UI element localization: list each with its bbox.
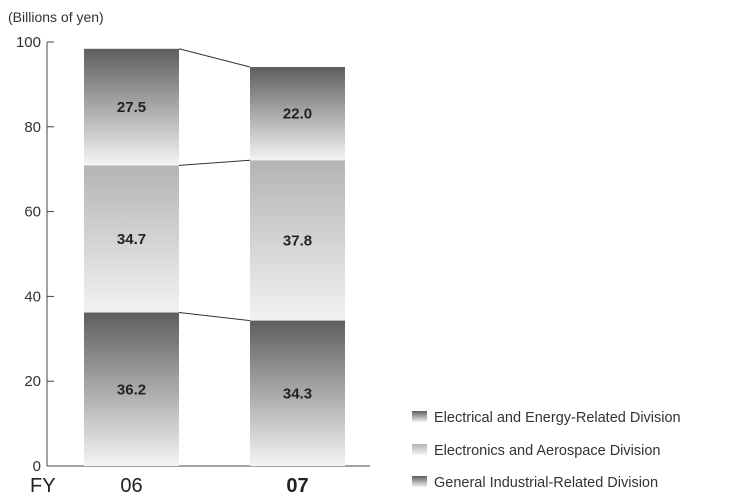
bar-segment [250, 67, 345, 161]
data-label: 22.0 [283, 106, 312, 123]
legend-label: Electrical and Energy-Related Division [434, 410, 681, 426]
data-label: 34.7 [117, 231, 146, 248]
x-category-label: 06 [120, 475, 142, 496]
data-label: 34.3 [283, 385, 312, 402]
connector-line [178, 312, 251, 322]
bar-segment [250, 160, 345, 321]
unit-label: (Billions of yen) [8, 9, 104, 25]
bar-segment [84, 165, 179, 313]
bar-segment [84, 312, 179, 466]
y-tick-label: 20 [24, 373, 41, 390]
legend-swatch [412, 476, 427, 487]
x-category-label: 07 [286, 475, 308, 496]
y-tick-label: 0 [33, 458, 41, 475]
bar-segment [250, 320, 345, 466]
connector-line [178, 48, 251, 68]
y-tick-label: 80 [24, 119, 41, 136]
legend-swatch [412, 444, 427, 455]
legend-swatch [412, 411, 427, 422]
legend-label: General Industrial-Related Division [434, 475, 658, 491]
bar-segment [84, 48, 179, 166]
data-label: 36.2 [117, 381, 146, 398]
data-label: 27.5 [117, 99, 146, 116]
y-tick-label: 100 [16, 34, 41, 51]
y-tick-label: 40 [24, 288, 41, 305]
fy-prefix-label: FY [30, 475, 56, 496]
data-label: 37.8 [283, 232, 312, 249]
legend-label: Electronics and Aerospace Division [434, 443, 660, 459]
y-tick-label: 60 [24, 204, 41, 221]
connector-line [178, 159, 251, 166]
